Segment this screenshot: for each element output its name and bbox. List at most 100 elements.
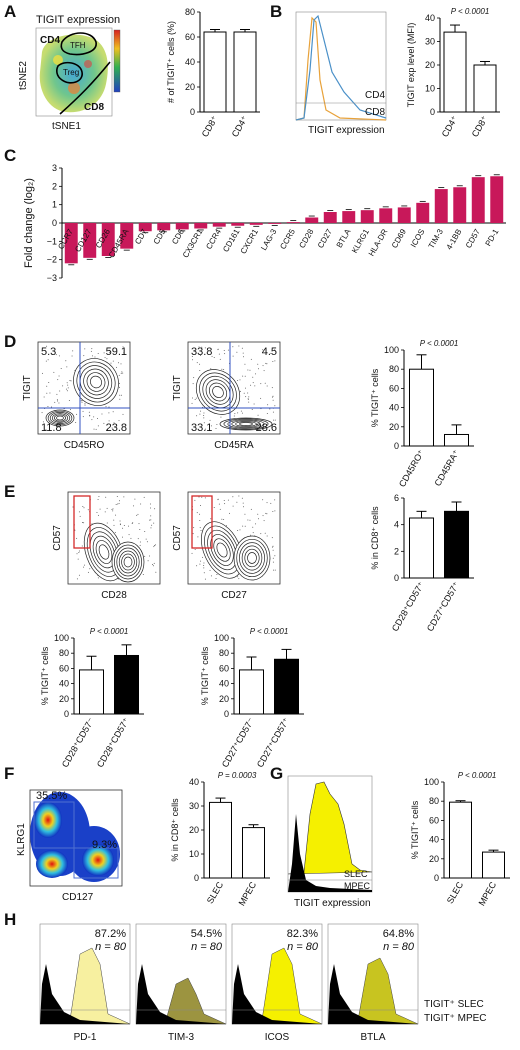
bar-chart-f: 0 10 20 30 40 % in CD8⁺ cells SLEC MPEC P = 0.00… [170,771,270,908]
bar-chart-e-cd28: 0 20 40 60 80 100 % TIGIT⁺ cells CD28⁺CD57⁻CD28… [40,627,144,769]
x-tick-label: MPEC [477,880,499,908]
y-tick-label: 100 [424,777,439,787]
y-tick-label: −1 [47,236,57,246]
p-value: P < 0.0001 [458,771,497,780]
histogram-slec [231,947,323,1025]
bar [360,210,374,223]
percent-label: 54.5% [191,928,222,940]
p-value: P < 0.0001 [451,7,490,16]
y-axis-label: % TIGIT⁺ cells [40,646,50,705]
bar [209,801,232,879]
svg-text:TIGIT expression: TIGIT expression [294,898,371,909]
y-tick-label: 20 [389,422,399,432]
x-tick-label: TIM-3 [427,227,446,250]
bar [444,510,469,579]
y-tick-label: 3 [52,163,57,173]
histogram-mpec [232,964,322,1024]
p-value: P < 0.0001 [250,627,289,636]
bar [120,223,134,249]
y-axis-label: # of TIGIT⁺ cells (%) [166,21,176,103]
histogram-slec [39,947,131,1025]
x-tick-label: CD4⁺ [230,114,250,139]
y-tick-label: 0 [434,873,439,883]
y-tick-label: 80 [389,364,399,374]
bar [212,223,226,227]
y-axis-label: % TIGIT⁺ cells [370,368,380,427]
svg-text:KLRG1: KLRG1 [16,823,27,856]
y-axis-label: CD57 [172,525,183,551]
percent-label: 82.3% [287,928,318,940]
legend-mpec: TIGIT⁺ MPEC [424,1013,487,1024]
quadrant-value: 33.8 [191,346,212,358]
x-tick-label: CCR4 [204,227,223,251]
y-tick-label: 20 [59,694,69,704]
bar [416,202,430,223]
bar [443,31,467,113]
bar [379,208,393,223]
panel-label-g: G [270,764,284,783]
svg-text:CD4: CD4 [40,35,60,46]
histogram-mpec [40,964,130,1024]
bar [64,223,78,264]
x-tick-label: BTLA [335,227,353,249]
marker-label: TIM-3 [168,1032,195,1043]
x-tick-label: CXCR1 [239,227,261,255]
bar [342,211,356,223]
x-tick-label: CD4⁺ [440,114,460,139]
histogram-slec [327,957,419,1025]
y-tick-label: 40 [59,679,69,689]
histogram-g: SLEC MPEC TIGIT expression [287,775,373,909]
svg-text:CD4: CD4 [365,90,385,101]
y-tick-label: 100 [384,345,399,355]
x-tick-label: CD28 [297,227,315,250]
bar [482,851,505,879]
y-axis-label: % TIGIT⁺ cells [410,800,420,859]
quadrant-value: 59.1 [106,346,127,358]
y-tick-label: −2 [47,255,57,265]
y-tick-label: −3 [47,273,57,283]
bar [409,517,434,579]
gate [191,495,213,549]
percent-label: 87.2% [95,928,126,940]
bar [268,223,282,224]
svg-text:TIGIT expression: TIGIT expression [308,125,385,136]
tsne-treg-gate [56,61,83,84]
svg-text:tSNE1: tSNE1 [52,121,81,132]
bar [453,187,467,223]
y-tick-label: 40 [219,679,229,689]
x-tick-label: CD28⁺CD57⁺ [390,580,427,633]
histogram-slec [135,977,227,1025]
y-tick-label: 60 [429,815,439,825]
bar [231,223,245,226]
y-tick-label: 0 [52,218,57,228]
x-axis-label: CD45RA [214,440,254,451]
x-tick-label: PD-1 [484,227,501,248]
bar [444,433,469,447]
y-tick-label: 60 [389,383,399,393]
flow-plot-f: 35.5% 9.3% CD127 KLRG1 [16,789,123,903]
bar [242,827,265,879]
svg-text:SLEC: SLEC [344,869,368,879]
bar [239,669,264,715]
y-tick-label: 40 [189,777,199,787]
x-tick-label: CD28⁺CD57⁻ [60,716,97,769]
svg-text:TFH: TFH [70,41,86,50]
quadrant-value: 28.6 [256,422,277,434]
hist-slec [287,781,373,875]
y-tick-label: 40 [425,13,435,23]
bar-chart-e-cd27: 0 20 40 60 80 100 % TIGIT⁺ cells CD27⁺CD57⁻CD27… [200,627,304,769]
bar [249,223,263,225]
tsne-cloud [39,34,108,113]
p-value: P < 0.0001 [90,627,129,636]
bar [194,223,208,229]
y-tick-label: 100 [54,633,69,643]
x-axis-label: CD27 [221,590,247,601]
x-tick-label: MPEC [237,880,259,908]
y-tick-label: 0 [64,709,69,719]
gate-slec [33,801,75,849]
y-tick-label: 20 [219,694,229,704]
y-tick-label: 0 [394,441,399,451]
y-tick-label: 4 [394,520,399,530]
y-tick-label: 20 [425,60,435,70]
